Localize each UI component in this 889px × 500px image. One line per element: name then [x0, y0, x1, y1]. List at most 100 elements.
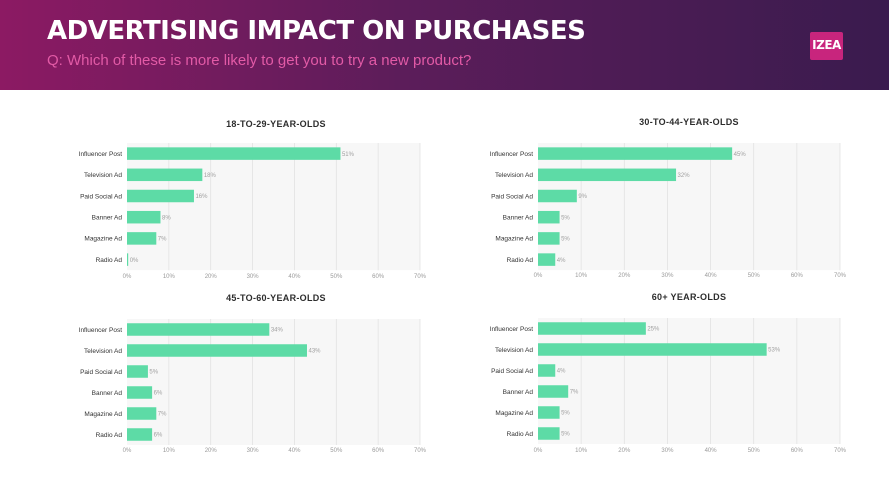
category-label: Influencer Post	[79, 327, 123, 334]
category-label: Radio Ad	[507, 257, 534, 264]
value-label: 32%	[678, 173, 691, 179]
chart-title-60-plus: 60+ YEAR-OLDS	[651, 292, 727, 302]
value-label: 5%	[561, 411, 570, 417]
category-label: Television Ad	[495, 172, 533, 179]
category-label: Paid Social Ad	[80, 193, 122, 200]
bar	[127, 344, 307, 357]
category-label: Magazine Ad	[84, 236, 122, 243]
x-tick-label: 10%	[163, 274, 176, 280]
x-tick-label: 70%	[834, 273, 847, 279]
logo-text: IZEA	[812, 38, 841, 52]
x-tick-label: 0%	[534, 273, 543, 279]
plot-area	[127, 143, 420, 271]
value-label: 25%	[647, 327, 660, 333]
bar	[127, 147, 341, 160]
value-label: 6%	[154, 433, 163, 439]
plot-area	[538, 318, 840, 444]
value-label: 5%	[149, 370, 158, 376]
bar	[538, 427, 560, 440]
bar	[538, 343, 767, 356]
value-label: 7%	[570, 390, 579, 396]
x-tick-label: 30%	[661, 273, 674, 279]
x-tick-label: 40%	[288, 448, 301, 454]
category-label: Banner Ad	[92, 215, 123, 222]
category-label: Radio Ad	[507, 431, 534, 438]
bar	[538, 322, 646, 335]
value-label: 5%	[561, 432, 570, 438]
category-label: Magazine Ad	[495, 236, 533, 243]
value-label: 7%	[158, 237, 167, 243]
x-tick-label: 70%	[414, 274, 427, 280]
x-tick-label: 50%	[330, 448, 343, 454]
category-label: Paid Social Ad	[80, 369, 122, 376]
x-tick-label: 10%	[163, 448, 176, 454]
category-label: Banner Ad	[503, 389, 534, 396]
x-tick-label: 20%	[205, 448, 218, 454]
value-label: 8%	[162, 215, 171, 221]
x-tick-label: 0%	[534, 448, 543, 454]
x-tick-label: 50%	[748, 448, 761, 454]
value-label: 7%	[158, 412, 167, 418]
plot-area	[538, 143, 840, 271]
bar	[127, 365, 148, 378]
category-label: Radio Ad	[96, 432, 123, 439]
plot-area	[127, 319, 420, 445]
category-label: Influencer Post	[490, 326, 534, 333]
category-label: Paid Social Ad	[491, 193, 533, 200]
page-subtitle: Q: Which of these is more likely to get …	[47, 52, 472, 69]
x-tick-label: 60%	[372, 448, 385, 454]
x-tick-label: 0%	[123, 448, 132, 454]
value-label: 5%	[561, 237, 570, 243]
bar	[538, 253, 556, 266]
category-label: Banner Ad	[92, 390, 123, 397]
x-tick-label: 20%	[618, 273, 631, 279]
category-label: Television Ad	[84, 348, 122, 355]
x-tick-label: 40%	[705, 448, 718, 454]
bar	[538, 210, 560, 224]
category-label: Television Ad	[84, 172, 122, 179]
x-tick-label: 30%	[247, 274, 260, 280]
category-label: Influencer Post	[79, 151, 123, 158]
bar	[127, 428, 153, 441]
bar	[538, 385, 569, 398]
x-tick-label: 70%	[414, 448, 427, 454]
x-tick-label: 0%	[123, 274, 132, 280]
bar	[538, 168, 677, 182]
value-label: 18%	[204, 173, 217, 179]
bar	[127, 253, 129, 266]
value-label: 45%	[734, 152, 747, 158]
category-label: Banner Ad	[503, 215, 534, 222]
header-banner: ADVERTISING IMPACT ON PURCHASES Q: Which…	[0, 0, 889, 90]
bar	[127, 168, 203, 182]
bar	[127, 407, 157, 420]
value-label: 51%	[342, 152, 355, 158]
x-tick-label: 40%	[288, 274, 301, 280]
izea-logo: IZEA	[810, 32, 843, 60]
bar	[127, 189, 194, 203]
x-tick-label: 60%	[372, 274, 385, 280]
x-tick-label: 20%	[205, 274, 218, 280]
page-title: ADVERTISING IMPACT ON PURCHASES	[47, 16, 586, 46]
bar	[127, 210, 161, 224]
x-tick-label: 50%	[748, 273, 761, 279]
x-tick-label: 10%	[575, 448, 588, 454]
value-label: 34%	[271, 328, 284, 334]
value-label: 53%	[768, 348, 781, 354]
value-label: 4%	[557, 258, 566, 264]
bar	[127, 386, 153, 399]
value-label: 6%	[154, 391, 163, 397]
x-tick-label: 60%	[791, 273, 804, 279]
bar	[538, 147, 733, 160]
x-tick-label: 10%	[575, 273, 588, 279]
category-label: Magazine Ad	[495, 410, 533, 417]
category-label: Influencer Post	[490, 151, 534, 158]
value-label: 5%	[561, 215, 570, 221]
x-tick-label: 70%	[834, 448, 847, 454]
bar	[538, 232, 560, 245]
category-label: Magazine Ad	[84, 411, 122, 418]
chart-title-45-60: 45-TO-60-YEAR-OLDS	[226, 293, 326, 303]
value-label: 9%	[578, 194, 587, 200]
bar	[538, 364, 556, 377]
chart-title-30-44: 30-TO-44-YEAR-OLDS	[639, 117, 739, 127]
